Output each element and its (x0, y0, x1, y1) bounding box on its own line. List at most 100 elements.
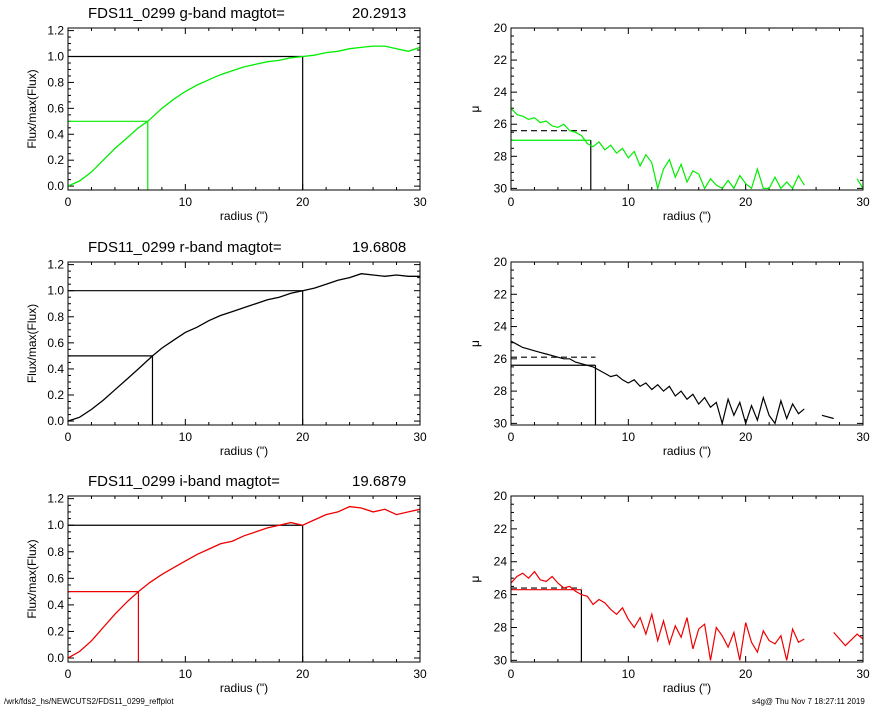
mu-profile-i (511, 570, 863, 661)
x-tick-label: 0 (508, 667, 515, 681)
y-tick-label: 20 (494, 255, 508, 269)
y-tick-label: 0.4 (47, 127, 64, 141)
chart-title: FDS11_0299 i-band magtot= (88, 473, 280, 490)
magtot-value: 20.2913 (352, 5, 406, 22)
y-tick-label: 30 (494, 416, 508, 430)
x-tick-label: 30 (413, 667, 427, 681)
chart-panel-g-profile: 0 10 20 30 20 22 24 26 28 30 radius (") μ (468, 21, 870, 223)
y-axis-label: μ (468, 340, 482, 347)
axes-frame (67, 261, 421, 426)
x-tick-label: 0 (508, 430, 515, 444)
y-tick-label: 0.0 (47, 651, 64, 665)
axes-frame (510, 261, 864, 426)
y-tick-label: 1.0 (47, 50, 64, 64)
y-tick-label: 0.2 (47, 153, 64, 167)
x-axis-label: radius (") (663, 209, 711, 223)
plot-area (511, 341, 857, 425)
magtot-value: 19.6808 (352, 239, 406, 256)
x-tick-label: 0 (65, 667, 72, 681)
y-tick-label: 24 (494, 555, 508, 569)
y-tick-label: 30 (494, 653, 508, 667)
x-axis-label: radius (") (663, 681, 711, 695)
x-tick-label: 20 (296, 667, 310, 681)
y-tick-label: 0.8 (47, 310, 64, 324)
y-tick-label: 22 (494, 53, 508, 67)
y-tick-label: 1.2 (47, 258, 64, 272)
y-tick-label: 26 (494, 352, 508, 366)
x-tick-label: 20 (296, 430, 310, 444)
y-tick-label: 28 (494, 149, 508, 163)
growth-curve-g (68, 45, 420, 187)
y-tick-label: 0.6 (47, 571, 64, 585)
x-tick-label: 10 (179, 667, 193, 681)
y-tick-label: 0.0 (47, 179, 64, 193)
x-tick-label: 10 (179, 430, 193, 444)
axes-frame (67, 27, 421, 191)
x-tick-label: 0 (508, 195, 515, 209)
y-tick-label: 0.8 (47, 545, 64, 559)
x-tick-label: 30 (856, 667, 870, 681)
footer-file-path: /wrk/fds2_hs/NEWCUTS2/FDS11_0299_reffplo… (4, 697, 174, 706)
y-axis-label: Flux/max(Flux) (25, 539, 39, 618)
y-tick-label: 24 (494, 320, 508, 334)
y-tick-label: 20 (494, 489, 508, 503)
x-axis-label: radius (") (220, 209, 268, 223)
y-axis-label: Flux/max(Flux) (25, 69, 39, 148)
x-axis-label: radius (") (220, 444, 268, 458)
y-tick-label: 30 (494, 181, 508, 195)
plot-area (511, 570, 863, 662)
y-tick-label: 0.2 (47, 388, 64, 402)
chart-panel-g-growth: 0 10 20 30 0.0 0.2 0.4 0.6 0.8 1.0 1.2 radius (") Fl… (25, 5, 427, 223)
growth-curve-r (68, 273, 420, 422)
y-tick-label: 24 (494, 85, 508, 99)
y-tick-label: 1.0 (47, 518, 64, 532)
y-tick-label: 1.2 (47, 492, 64, 506)
x-tick-label: 0 (65, 195, 72, 209)
y-tick-label: 0.4 (47, 362, 64, 376)
x-tick-label: 20 (739, 430, 753, 444)
footer-timestamp: s4g@ Thu Nov 7 18:27:11 2019 (752, 697, 865, 706)
chart-title: FDS11_0299 r-band magtot= (88, 239, 282, 256)
x-tick-label: 30 (856, 195, 870, 209)
axes-frame (510, 495, 864, 663)
y-tick-label: 1.2 (47, 24, 64, 38)
x-tick-label: 20 (739, 667, 753, 681)
plot-area (511, 107, 863, 190)
x-axis-label: radius (") (663, 444, 711, 458)
y-axis-label: Flux/max(Flux) (25, 304, 39, 383)
y-tick-label: 28 (494, 384, 508, 398)
x-tick-label: 20 (296, 195, 310, 209)
y-tick-label: 22 (494, 287, 508, 301)
x-axis-label: radius (") (220, 681, 268, 695)
axes-frame (510, 27, 864, 191)
plot-area (68, 45, 420, 190)
y-tick-label: 26 (494, 588, 508, 602)
plot-area (68, 505, 420, 662)
x-tick-label: 10 (622, 667, 636, 681)
chart-panel-r-growth: 0 10 20 30 0.0 0.2 0.4 0.6 0.8 1.0 1.2 radius (") Fl… (25, 239, 427, 458)
axes-frame (67, 495, 421, 663)
x-tick-label: 10 (622, 430, 636, 444)
mu-profile-r (511, 341, 857, 423)
y-axis-label: μ (468, 575, 482, 582)
y-tick-label: 0.4 (47, 598, 64, 612)
magtot-value: 19.6879 (352, 473, 406, 490)
y-tick-label: 0.6 (47, 336, 64, 350)
y-tick-label: 22 (494, 522, 508, 536)
x-tick-label: 30 (856, 430, 870, 444)
y-tick-label: 1.0 (47, 284, 64, 298)
plot-area (68, 273, 420, 425)
chart-title: FDS11_0299 g-band magtot= (88, 5, 285, 22)
chart-panel-r-profile: 0 10 20 30 20 22 24 26 28 30 radius (") μ (468, 255, 870, 458)
x-tick-label: 30 (413, 195, 427, 209)
y-tick-label: 26 (494, 117, 508, 131)
y-tick-label: 20 (494, 21, 508, 35)
y-tick-label: 0.0 (47, 414, 64, 428)
y-tick-label: 0.6 (47, 101, 64, 115)
chart-panel-i-growth: 0 10 20 30 0.0 0.2 0.4 0.6 0.8 1.0 1.2 radius (") Fl… (25, 473, 427, 695)
x-tick-label: 10 (179, 195, 193, 209)
y-tick-label: 0.8 (47, 75, 64, 89)
x-tick-label: 0 (65, 430, 72, 444)
growth-curve-i (68, 505, 420, 659)
